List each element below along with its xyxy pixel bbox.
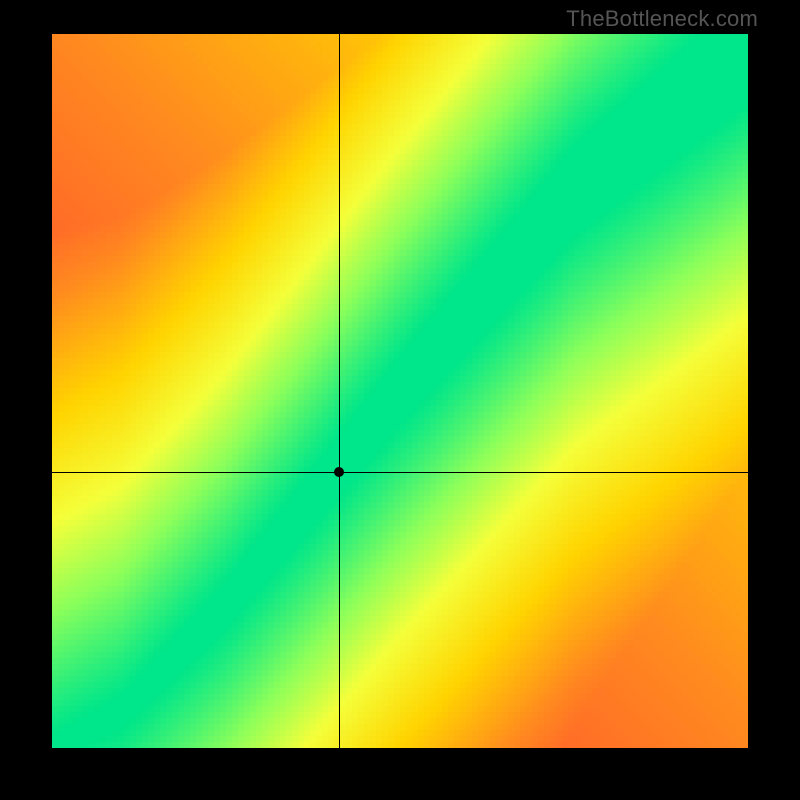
watermark-text: TheBottleneck.com xyxy=(566,6,758,32)
crosshair-vertical xyxy=(339,34,340,748)
plot-area xyxy=(52,34,748,748)
crosshair-horizontal xyxy=(52,472,748,473)
crosshair-marker xyxy=(334,467,344,477)
heatmap-canvas xyxy=(52,34,748,748)
